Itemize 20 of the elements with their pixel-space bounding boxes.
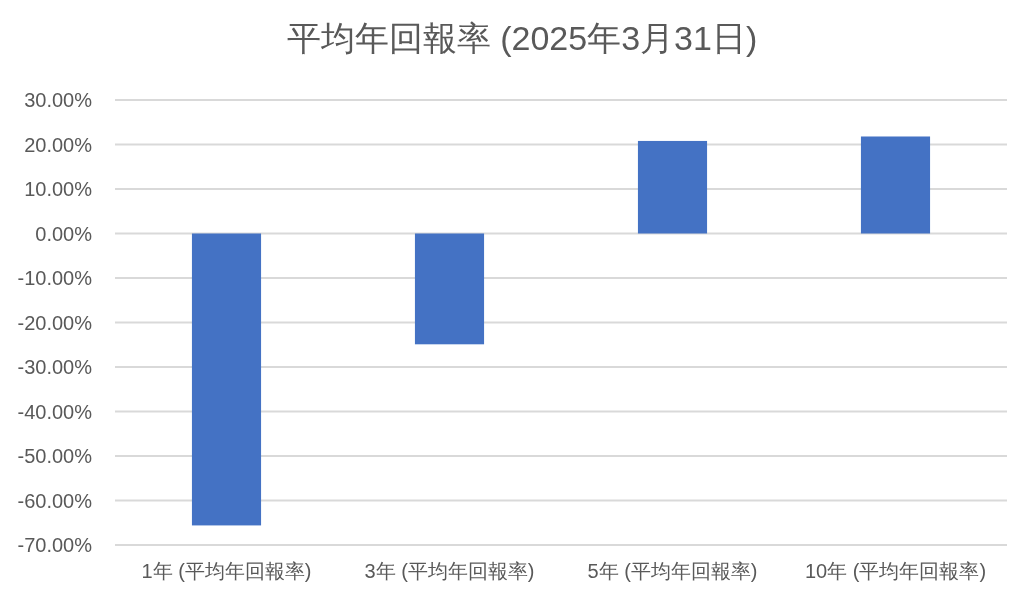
chart-title: 平均年回報率 (2025年3月31日) [286,19,758,57]
bar [414,233,485,345]
y-tick-label: 20.00% [24,133,93,156]
y-tick-label: 0.00% [35,222,93,245]
y-tick-label: 10.00% [24,178,93,200]
y-tick-label: -30.00% [17,356,93,378]
x-tick-label: 1年 (平均年回報率) [141,560,312,582]
y-tick-label: -20.00% [17,311,93,334]
bar [860,136,931,234]
x-tick-label: 3年 (平均年回報率) [364,560,535,582]
y-tick-label: -40.00% [17,400,93,423]
bar [637,140,708,234]
y-tick-label: -50.00% [17,445,93,467]
y-tick-label: 30.00% [24,89,93,111]
x-tick-label: 10年 (平均年回報率) [804,560,987,582]
y-tick-label: -70.00% [17,534,93,556]
y-tick-label: -10.00% [17,267,93,289]
x-tick-label: 5年 (平均年回報率) [587,560,758,582]
bar [191,233,262,526]
y-tick-label: -60.00% [17,489,93,512]
